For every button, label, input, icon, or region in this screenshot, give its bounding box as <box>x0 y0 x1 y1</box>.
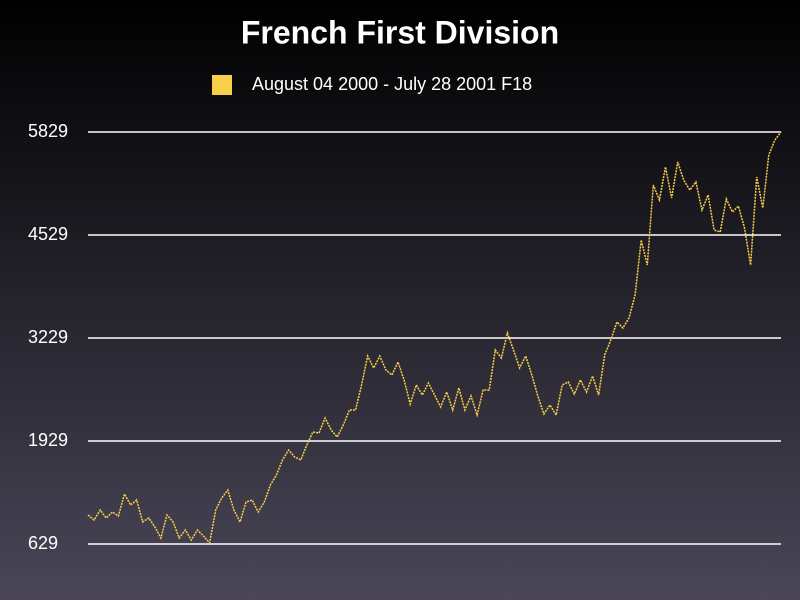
y-tick-label: 1929 <box>28 430 68 450</box>
y-tick-label: 629 <box>28 533 58 553</box>
legend-label: August 04 2000 - July 28 2001 F18 <box>252 74 532 94</box>
data-line <box>87 131 782 545</box>
y-tick-label: 3229 <box>28 327 68 347</box>
y-tick-label: 5829 <box>28 121 68 141</box>
legend-swatch <box>212 75 232 95</box>
y-tick-label: 4529 <box>28 224 68 244</box>
chart-title: French First Division <box>241 14 559 50</box>
